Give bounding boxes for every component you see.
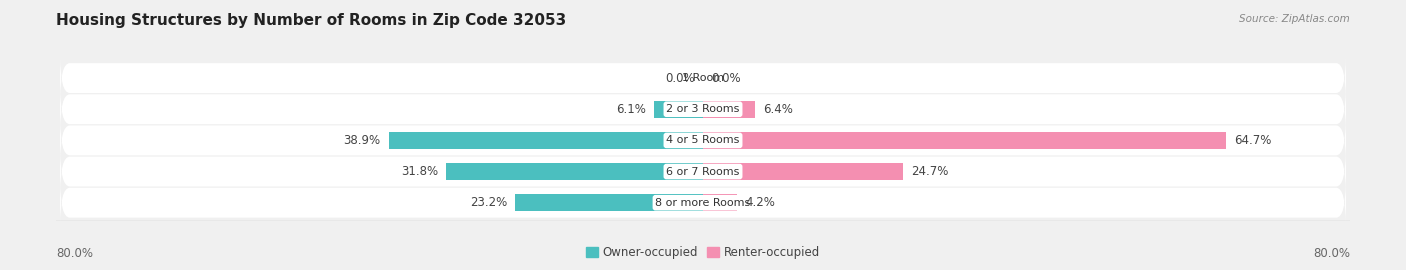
Bar [703,194,737,211]
Bar [703,101,755,118]
Text: 31.8%: 31.8% [401,165,437,178]
Legend: Owner-occupied, Renter-occupied: Owner-occupied, Renter-occupied [581,242,825,264]
FancyBboxPatch shape [60,118,1346,163]
FancyBboxPatch shape [60,56,1346,100]
Text: 6.4%: 6.4% [763,103,793,116]
Text: 80.0%: 80.0% [1313,247,1350,260]
FancyBboxPatch shape [60,180,1346,225]
Text: 4.2%: 4.2% [745,196,775,209]
Text: 24.7%: 24.7% [911,165,948,178]
Text: 1 Room: 1 Room [682,73,724,83]
Bar [446,163,703,180]
Text: 6 or 7 Rooms: 6 or 7 Rooms [666,167,740,177]
Bar [703,163,903,180]
Text: 80.0%: 80.0% [56,247,93,260]
Text: 0.0%: 0.0% [665,72,695,85]
Text: 0.0%: 0.0% [711,72,741,85]
Text: 6.1%: 6.1% [616,103,645,116]
Bar [703,132,1226,149]
Text: 2 or 3 Rooms: 2 or 3 Rooms [666,104,740,114]
FancyBboxPatch shape [60,87,1346,132]
Text: 4 or 5 Rooms: 4 or 5 Rooms [666,135,740,146]
Text: 64.7%: 64.7% [1234,134,1271,147]
FancyBboxPatch shape [60,149,1346,194]
Text: Housing Structures by Number of Rooms in Zip Code 32053: Housing Structures by Number of Rooms in… [56,14,567,29]
Bar [388,132,703,149]
Bar [516,194,703,211]
Text: 8 or more Rooms: 8 or more Rooms [655,198,751,208]
Text: 38.9%: 38.9% [343,134,381,147]
Text: Source: ZipAtlas.com: Source: ZipAtlas.com [1239,14,1350,23]
Bar [654,101,703,118]
Text: 23.2%: 23.2% [470,196,508,209]
